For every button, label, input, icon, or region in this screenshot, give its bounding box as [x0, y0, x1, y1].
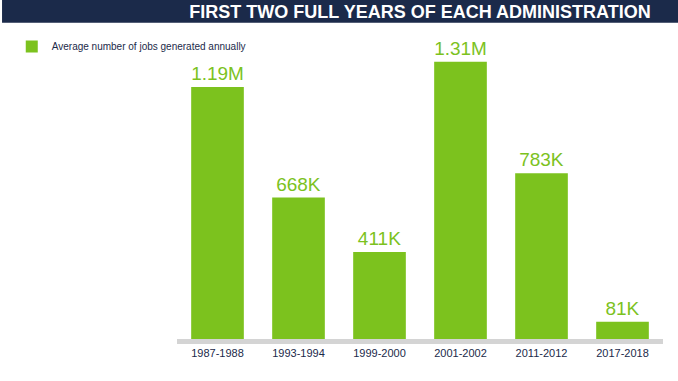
- svg-text:FIRST TWO FULL YEARS OF EACH A: FIRST TWO FULL YEARS OF EACH ADMINISTRAT…: [189, 2, 650, 22]
- svg-text:2011-2012: 2011-2012: [516, 347, 568, 359]
- svg-text:2017-2018: 2017-2018: [596, 347, 649, 359]
- svg-text:783K: 783K: [519, 149, 564, 170]
- svg-text:1.31M: 1.31M: [434, 38, 487, 59]
- svg-text:1999-2000: 1999-2000: [353, 347, 406, 359]
- svg-text:2001-2002: 2001-2002: [434, 347, 487, 359]
- svg-text:411K: 411K: [358, 228, 401, 249]
- svg-text:668K: 668K: [276, 174, 321, 195]
- svg-text:1.19M: 1.19M: [191, 63, 244, 84]
- svg-text:81K: 81K: [605, 298, 639, 319]
- svg-text:1987-1988: 1987-1988: [191, 347, 244, 359]
- svg-text:Average number of jobs generat: Average number of jobs generated annuall…: [52, 41, 246, 52]
- svg-text:1993-1994: 1993-1994: [272, 347, 325, 359]
